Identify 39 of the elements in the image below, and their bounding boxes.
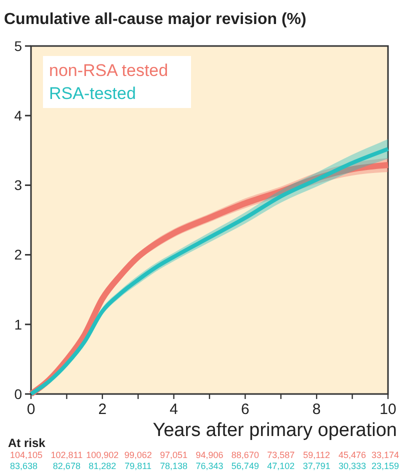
y-tick-label: 3 — [14, 177, 22, 194]
x-tick-label: 10 — [380, 401, 396, 418]
x-axis-title: Years after primary operation — [152, 420, 397, 441]
text: 100,902 — [86, 450, 119, 460]
y-tick-label: 4 — [14, 108, 22, 124]
text: 78,138 — [160, 461, 188, 471]
y-tick-label: 2 — [14, 246, 22, 263]
text: 73,587 — [267, 450, 295, 460]
text: 94,906 — [196, 450, 224, 460]
text: 30,333 — [338, 461, 366, 471]
x-tick-label: 4 — [170, 401, 178, 418]
x-tick-label: 6 — [241, 401, 250, 418]
text: 45,476 — [338, 450, 366, 460]
y-tick-label: 1 — [14, 316, 22, 332]
y-tick-label: 5 — [14, 38, 22, 54]
text: RSA-tested — [49, 84, 136, 103]
x-tick-label: 2 — [98, 401, 107, 418]
text: 76,343 — [196, 461, 224, 471]
text: 99,062 — [124, 450, 152, 460]
text: 79,811 — [124, 461, 152, 471]
text: 104,105 — [10, 450, 43, 460]
text: 82,678 — [52, 461, 80, 471]
text: 83,638 — [10, 461, 38, 471]
chart-title: Cumulative all-cause major revision (%) — [4, 11, 306, 28]
text: 47,102 — [267, 461, 295, 471]
text: 59,112 — [303, 450, 330, 460]
text: 97,051 — [160, 450, 188, 460]
text: 33,174 — [371, 450, 399, 460]
text: At risk — [8, 436, 46, 450]
text: 37,791 — [302, 461, 330, 471]
y-tick-label: 0 — [14, 386, 22, 402]
x-tick-label: 8 — [312, 401, 321, 418]
x-tick-label: 0 — [26, 401, 36, 418]
text: non-RSA tested — [49, 61, 168, 80]
text: 102,811 — [50, 450, 83, 460]
text: 88,670 — [231, 450, 259, 460]
text: 56,749 — [231, 461, 259, 471]
text: 23,159 — [371, 461, 399, 471]
text: 81,282 — [88, 461, 116, 471]
